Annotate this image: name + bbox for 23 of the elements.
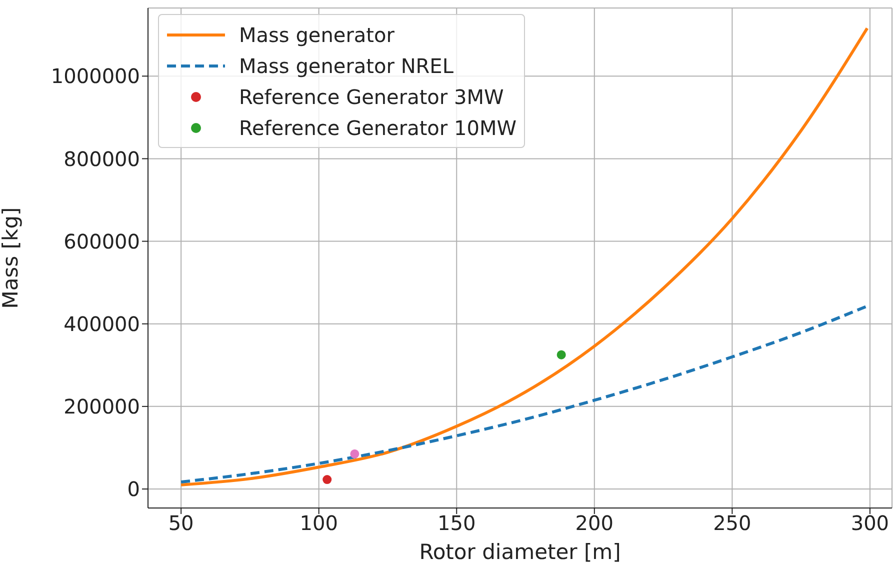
y-tick-label: 0 <box>127 477 140 502</box>
legend-label: Reference Generator 3MW <box>239 84 504 108</box>
y-tick-label: 1000000 <box>50 64 140 88</box>
point <box>322 475 332 484</box>
x-axis-title: Rotor diameter [m] <box>419 540 621 564</box>
line-series <box>180 304 869 484</box>
y-tick-label: 400000 <box>64 312 140 336</box>
legend-label: Mass generator <box>239 22 394 46</box>
y-axis-title: Mass [kg] <box>0 207 22 309</box>
y-tick-label: 800000 <box>64 146 140 171</box>
point <box>350 449 360 458</box>
x-tick-label: 250 <box>713 511 752 536</box>
x-tick-label: 300 <box>850 511 890 536</box>
point <box>556 350 566 360</box>
x-tick-label: 150 <box>438 511 476 536</box>
legend-label: Reference Generator 10MW <box>239 116 516 140</box>
x-tick-label: 200 <box>575 511 614 536</box>
line-series <box>180 26 869 486</box>
x-tick-label: 100 <box>300 511 338 536</box>
y-tick-label: 600000 <box>64 229 140 254</box>
x-tick-label: 50 <box>168 511 194 536</box>
y-tick-label: 200000 <box>64 394 140 419</box>
legend-label: Mass generator NREL <box>239 54 454 78</box>
